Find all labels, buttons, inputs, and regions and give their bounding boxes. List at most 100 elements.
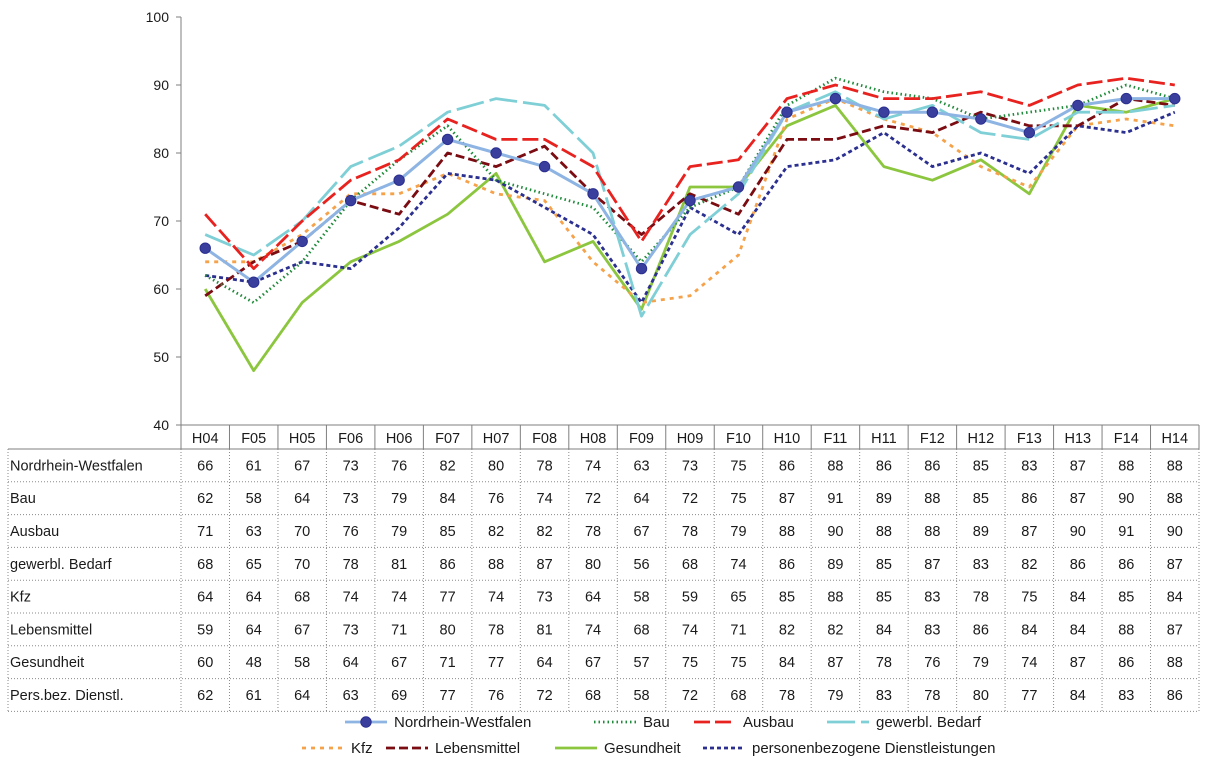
data-label: 80 (488, 458, 504, 474)
data-label: 75 (682, 655, 698, 671)
data-label: 74 (585, 622, 601, 638)
x-category-label: F11 (823, 431, 847, 447)
data-label: 76 (391, 458, 407, 474)
data-point-nrw (538, 160, 551, 173)
data-label: 85 (876, 590, 892, 606)
data-label: 64 (294, 688, 310, 704)
data-label: 64 (246, 590, 262, 606)
data-label: 79 (973, 655, 989, 671)
data-label: 64 (294, 491, 310, 507)
data-label: 88 (827, 458, 843, 474)
data-label: 86 (1118, 655, 1134, 671)
data-label: 48 (246, 655, 262, 671)
data-label: 87 (924, 557, 940, 573)
data-label: 87 (1070, 655, 1086, 671)
data-label: 79 (827, 688, 843, 704)
data-label: 78 (343, 557, 359, 573)
data-label: 84 (779, 655, 795, 671)
data-label: 86 (1167, 688, 1183, 704)
data-label: 66 (197, 458, 213, 474)
data-label: 83 (924, 590, 940, 606)
data-label: 86 (779, 557, 795, 573)
x-category-label: H06 (386, 431, 413, 447)
data-label: 88 (924, 491, 940, 507)
data-point-nrw (1120, 92, 1132, 105)
data-label: 88 (876, 524, 892, 540)
legend-label: Nordrhein-Westfalen (394, 714, 531, 731)
data-label: 76 (488, 688, 504, 704)
data-label: 68 (585, 688, 601, 704)
data-label: 85 (779, 590, 795, 606)
legend-label: gewerbl. Bedarf (876, 714, 982, 731)
x-category-label: F13 (1017, 431, 1042, 447)
data-label: 83 (876, 688, 892, 704)
data-label: 61 (246, 688, 262, 704)
y-tick-label: 40 (153, 417, 169, 433)
data-label: 65 (730, 590, 746, 606)
table-row-label: Bau (10, 491, 36, 507)
y-tick-label: 80 (153, 145, 169, 161)
x-category-label: H11 (871, 431, 897, 447)
data-label: 64 (633, 491, 649, 507)
data-label: 88 (488, 557, 504, 573)
data-point-nrw (441, 133, 454, 146)
data-label: 89 (876, 491, 892, 507)
data-point-nrw (1072, 99, 1084, 112)
plot-area (199, 76, 1181, 373)
x-category-label: F08 (532, 431, 557, 447)
data-label: 80 (973, 688, 989, 704)
data-label: 88 (1118, 622, 1134, 638)
data-label: 63 (246, 524, 262, 540)
data-label: 88 (924, 524, 940, 540)
data-label: 82 (440, 458, 456, 474)
data-label: 83 (1021, 458, 1037, 474)
x-category-label: H13 (1065, 431, 1092, 447)
data-label: 74 (537, 491, 553, 507)
data-label: 90 (1167, 524, 1183, 540)
data-label: 86 (1021, 491, 1037, 507)
data-label: 90 (1070, 524, 1086, 540)
data-point-nrw (926, 106, 939, 118)
data-label: 85 (973, 491, 989, 507)
data-label: 62 (197, 688, 213, 704)
data-label: 78 (876, 655, 892, 671)
x-category-label: H07 (483, 431, 510, 447)
series-line-gewerbl-bedarf (204, 90, 1175, 318)
data-label: 59 (197, 622, 213, 638)
data-label: 72 (537, 688, 553, 704)
data-label: 75 (730, 458, 746, 474)
data-label: 67 (391, 655, 407, 671)
data-label: 76 (488, 491, 504, 507)
data-label: 74 (730, 557, 746, 573)
x-category-label: F05 (241, 431, 266, 447)
table-row-label: Lebensmittel (10, 622, 92, 638)
data-label: 63 (343, 688, 359, 704)
data-label: 76 (343, 524, 359, 540)
data-label: 84 (440, 491, 456, 507)
legend-label: Ausbau (743, 714, 794, 731)
data-label: 88 (779, 524, 795, 540)
data-point-nrw (344, 194, 357, 207)
series-line-lebensmittel (204, 97, 1175, 297)
data-label: 88 (1167, 655, 1183, 671)
data-label: 61 (246, 458, 262, 474)
data-label: 78 (924, 688, 940, 704)
data-point-nrw (781, 106, 793, 118)
data-point-nrw (296, 235, 308, 248)
data-label: 83 (924, 622, 940, 638)
data-label: 86 (876, 458, 892, 474)
data-point-nrw (248, 276, 260, 288)
data-label: 58 (246, 491, 262, 507)
data-label: 71 (197, 524, 213, 540)
data-label: 68 (294, 590, 310, 606)
data-table: H04 F05 H05 F06 H06 F07 H07 F08 H08 F09 H09 F10 H10 F… (7, 424, 1200, 712)
data-label: 77 (1021, 688, 1037, 704)
data-label: 78 (973, 590, 989, 606)
y-tick-label: 60 (153, 281, 169, 297)
data-label: 64 (343, 655, 359, 671)
data-label: 80 (440, 622, 456, 638)
legend-label: Gesundheit (604, 740, 682, 757)
data-label: 73 (343, 491, 359, 507)
data-label: 82 (827, 622, 843, 638)
data-label: 58 (633, 590, 649, 606)
